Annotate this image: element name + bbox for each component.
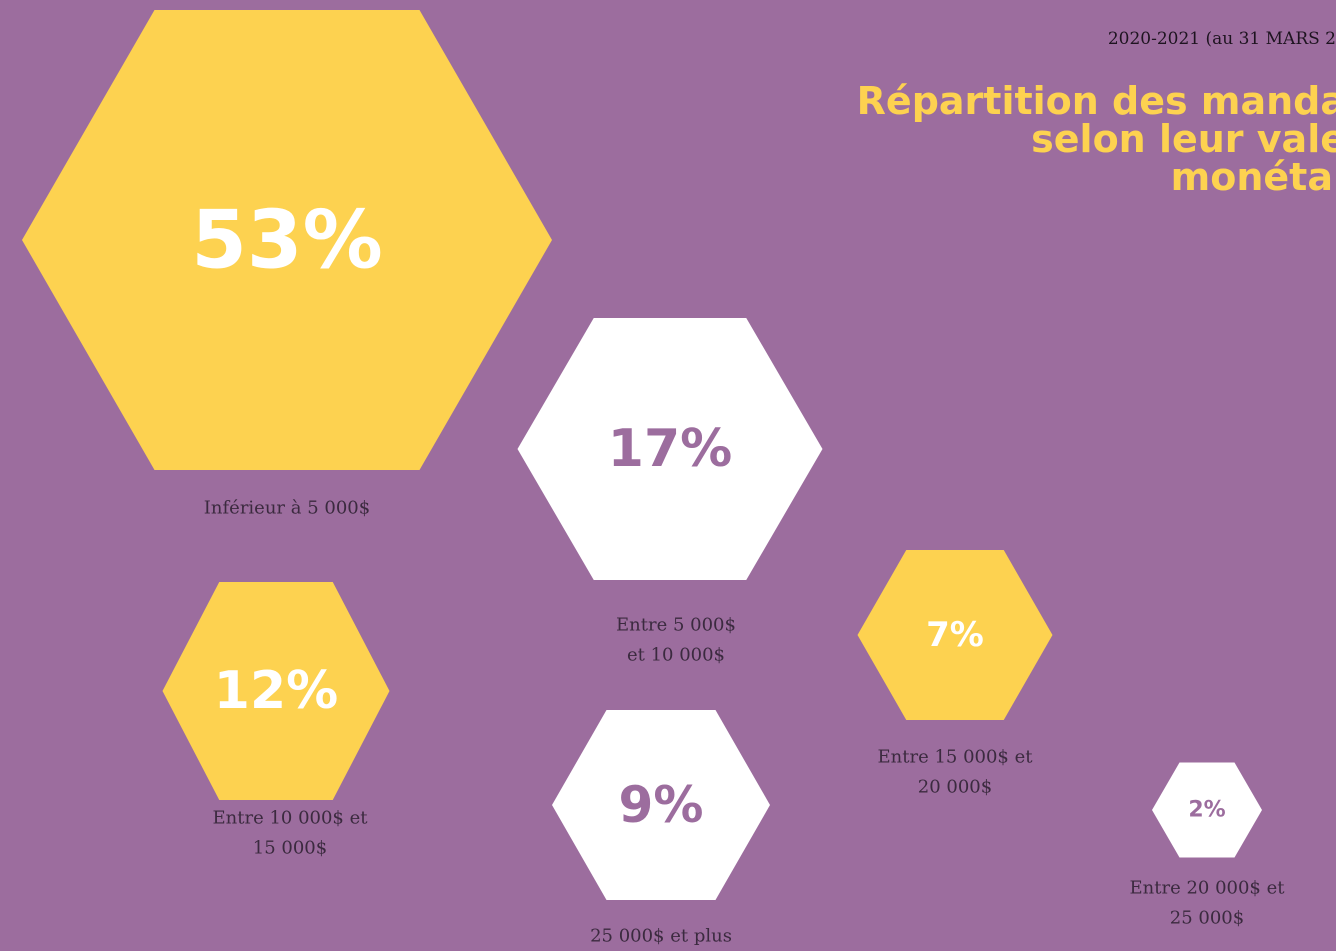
category-label: Entre 20 000$ et	[1130, 878, 1286, 899]
percentage: 2%	[1188, 798, 1225, 823]
percentage: 9%	[619, 776, 704, 834]
percentage: 53%	[191, 194, 382, 287]
percentage: 12%	[214, 661, 338, 721]
hexagon	[22, 10, 552, 470]
category-label: Inférieur à 5 000$	[204, 498, 370, 519]
category-label: Entre 15 000$ et	[878, 747, 1034, 768]
category-label: 20 000$	[918, 777, 992, 798]
category-label: et 10 000$	[627, 645, 725, 666]
title-line: monétai	[1171, 155, 1336, 199]
hexagon	[162, 582, 390, 800]
title-line: selon leur vale	[1031, 117, 1336, 161]
category-label: 25 000$ et plus	[590, 926, 732, 947]
hexagon	[517, 318, 823, 580]
percentage: 7%	[926, 615, 984, 655]
hexagon	[857, 550, 1053, 720]
period: 2020-2021 (au 31 MARS 2	[1108, 29, 1336, 49]
category-label: Entre 5 000$	[616, 615, 736, 636]
title-line: Répartition des manda	[857, 79, 1336, 123]
category-label: 15 000$	[253, 838, 327, 859]
percentage: 17%	[608, 419, 732, 479]
hexagon	[552, 710, 770, 900]
category-label: 25 000$	[1170, 908, 1244, 929]
category-label: Entre 10 000$ et	[213, 808, 369, 829]
hexagon	[1152, 762, 1262, 858]
